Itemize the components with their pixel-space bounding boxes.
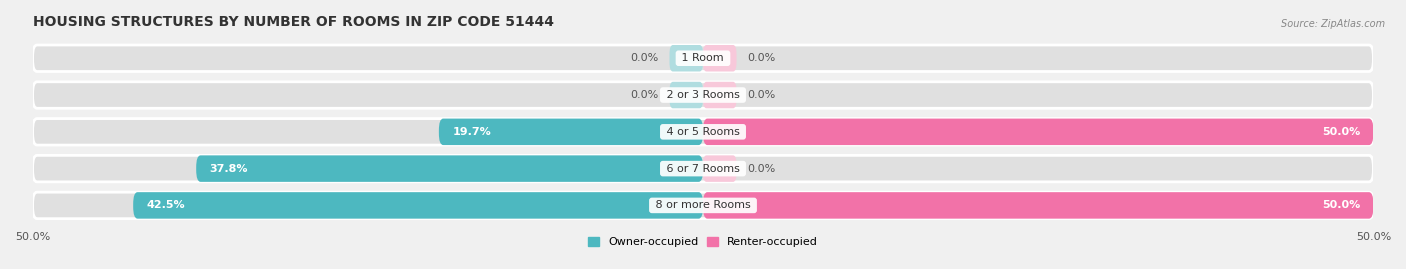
Text: 2 or 3 Rooms: 2 or 3 Rooms (662, 90, 744, 100)
Text: 0.0%: 0.0% (747, 90, 776, 100)
FancyBboxPatch shape (703, 192, 1374, 219)
FancyBboxPatch shape (134, 192, 703, 219)
FancyBboxPatch shape (703, 82, 737, 108)
Text: 50.0%: 50.0% (1322, 127, 1360, 137)
FancyBboxPatch shape (197, 155, 703, 182)
FancyBboxPatch shape (703, 155, 737, 182)
Text: 0.0%: 0.0% (630, 90, 659, 100)
FancyBboxPatch shape (669, 82, 703, 108)
FancyBboxPatch shape (703, 119, 1374, 145)
Text: Source: ZipAtlas.com: Source: ZipAtlas.com (1281, 19, 1385, 29)
Text: 42.5%: 42.5% (146, 200, 186, 210)
Text: 50.0%: 50.0% (1322, 200, 1360, 210)
Text: 19.7%: 19.7% (453, 127, 491, 137)
Text: 37.8%: 37.8% (209, 164, 247, 174)
FancyBboxPatch shape (669, 45, 703, 72)
Text: 4 or 5 Rooms: 4 or 5 Rooms (662, 127, 744, 137)
Text: 1 Room: 1 Room (679, 53, 727, 63)
Text: 0.0%: 0.0% (747, 53, 776, 63)
FancyBboxPatch shape (32, 192, 1374, 219)
Text: 0.0%: 0.0% (630, 53, 659, 63)
Text: 8 or more Rooms: 8 or more Rooms (652, 200, 754, 210)
FancyBboxPatch shape (32, 155, 1374, 182)
Text: 0.0%: 0.0% (747, 164, 776, 174)
FancyBboxPatch shape (439, 119, 703, 145)
FancyBboxPatch shape (703, 45, 737, 72)
FancyBboxPatch shape (32, 82, 1374, 108)
FancyBboxPatch shape (32, 45, 1374, 72)
Text: 6 or 7 Rooms: 6 or 7 Rooms (662, 164, 744, 174)
Legend: Owner-occupied, Renter-occupied: Owner-occupied, Renter-occupied (588, 237, 818, 247)
FancyBboxPatch shape (32, 119, 1374, 145)
Text: HOUSING STRUCTURES BY NUMBER OF ROOMS IN ZIP CODE 51444: HOUSING STRUCTURES BY NUMBER OF ROOMS IN… (32, 15, 554, 29)
